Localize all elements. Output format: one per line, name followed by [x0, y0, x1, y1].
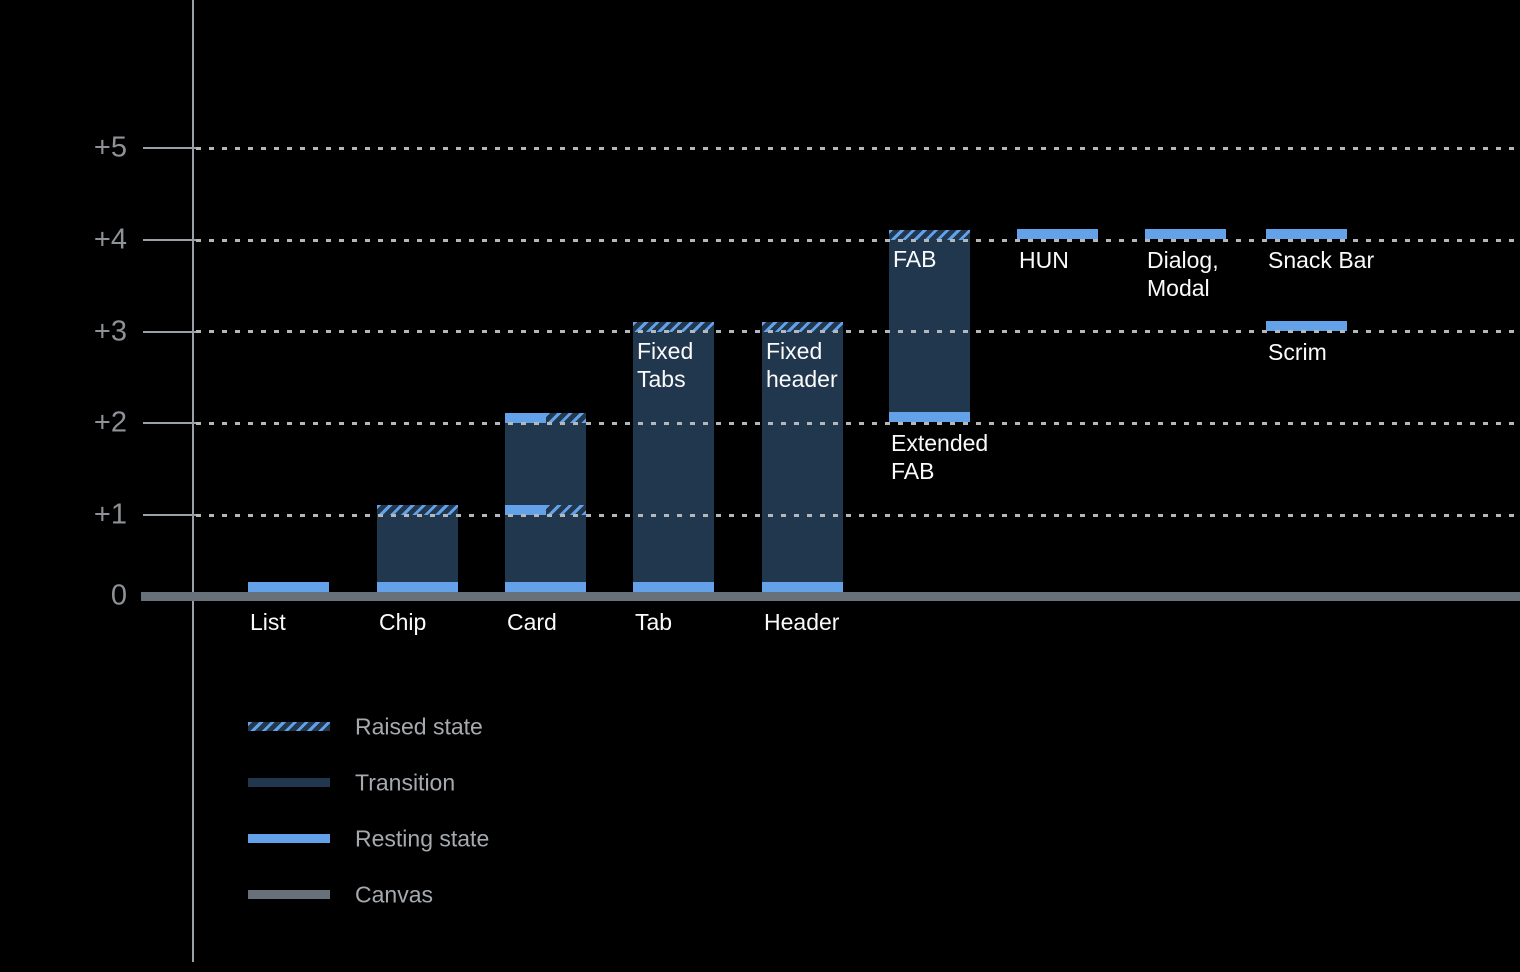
gridline-plus2	[196, 421, 1520, 425]
y-tick-label-zero: 0	[110, 579, 127, 612]
bar-fab-raised	[889, 230, 970, 240]
bar-card-transition	[505, 423, 586, 582]
label-header-line: Header	[764, 609, 840, 635]
label-tab: Fixed Tabs	[637, 337, 693, 393]
legend-swatch-resting	[248, 834, 330, 843]
label-list: List	[250, 608, 286, 636]
legend-label-raised: Raised state	[355, 713, 483, 739]
canvas-line	[141, 591, 1520, 601]
bar-chip-raised	[377, 505, 458, 515]
label-hun-line: HUN	[1019, 247, 1069, 273]
label-scrim-line: Scrim	[1268, 338, 1327, 365]
y-tick-label-plus4: +4	[93, 223, 127, 256]
label-snack-bar: Snack Bar	[1268, 246, 1374, 274]
label-tab: Tab	[635, 608, 672, 636]
bar-card-resting-raised-split	[505, 413, 586, 423]
label-fab: Extended FAB	[891, 429, 988, 485]
split-resting-half	[505, 505, 546, 515]
label-chip-line: Chip	[379, 609, 427, 635]
label-list-line: List	[250, 609, 286, 635]
bar-fab-resting	[889, 412, 970, 422]
legend-label-canvas: Canvas	[355, 881, 433, 907]
label-tab-line: Fixed	[637, 337, 694, 364]
bar-hun-resting	[1017, 229, 1098, 239]
bar-tab-raised	[633, 321, 714, 332]
label-fab-line: FAB	[893, 246, 937, 272]
label-fab: FAB	[893, 245, 936, 273]
bar-card-resting-raised-split	[505, 505, 586, 515]
label-tab-line: Tabs	[637, 365, 686, 392]
legend-swatch-canvas	[248, 890, 330, 899]
gridline-plus5	[196, 146, 1520, 150]
legend-swatch-raised	[248, 722, 330, 731]
label-dialog-modal-line: Modal	[1147, 275, 1210, 301]
label-hun: HUN	[1019, 246, 1069, 274]
label-fab-line: Extended	[891, 430, 989, 456]
y-tick-plus4	[143, 239, 197, 241]
label-header-line: Fixed	[766, 337, 823, 364]
split-resting-half	[505, 413, 546, 423]
label-header-line: header	[766, 365, 838, 392]
y-tick-label-plus3: +3	[93, 315, 127, 347]
y-tick-label-plus5: +5	[93, 131, 127, 164]
y-axis-line	[192, 0, 194, 962]
bar-fab-transition	[889, 240, 970, 412]
bar-tab-resting	[633, 581, 714, 592]
label-scrim: Scrim	[1268, 338, 1327, 366]
label-card: Card	[507, 608, 557, 636]
legend-label-transition: Transition	[355, 769, 456, 795]
gridline-plus4	[196, 238, 1520, 242]
label-header: Fixed header	[766, 337, 838, 393]
split-raised-half	[545, 413, 586, 423]
legend-label-resting: Resting state	[355, 825, 490, 851]
y-tick-plus1	[143, 514, 197, 516]
y-tick-plus5	[143, 147, 197, 149]
label-chip: Chip	[379, 608, 426, 636]
label-dialog-modal: Dialog, Modal	[1147, 246, 1219, 302]
y-tick-label-plus1: +1	[93, 498, 127, 531]
bar-header-transition	[762, 331, 843, 582]
bar-header-raised	[762, 321, 843, 332]
bar-chip-transition	[377, 515, 458, 582]
y-tick-plus2	[143, 422, 197, 424]
label-tab-line: Tab	[635, 609, 673, 635]
gridline-plus3	[196, 330, 1520, 333]
split-raised-half	[545, 505, 586, 515]
y-tick-plus3	[143, 330, 197, 333]
bar-card-resting	[505, 581, 586, 592]
y-tick-label-plus2: +2	[93, 406, 127, 439]
bar-dialog-modal-resting	[1145, 229, 1226, 239]
bar-chip-resting	[377, 581, 458, 592]
label-fab-line: FAB	[891, 458, 935, 484]
bar-snack-bar-resting	[1266, 229, 1347, 239]
bar-scrim-resting	[1266, 320, 1347, 331]
label-card-line: Card	[507, 609, 557, 635]
bar-tab-transition	[633, 331, 714, 582]
label-header: Header	[764, 608, 839, 636]
legend-swatch-transition	[248, 778, 330, 787]
bar-list-resting	[248, 581, 329, 592]
label-snack-bar-line: Snack Bar	[1268, 247, 1375, 273]
label-dialog-modal-line: Dialog,	[1147, 247, 1219, 273]
gridline-plus1	[196, 513, 1520, 517]
bar-header-resting	[762, 581, 843, 592]
